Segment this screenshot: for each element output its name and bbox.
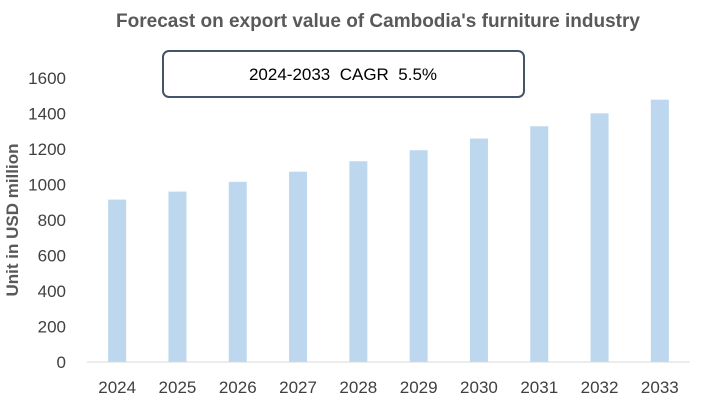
x-axis-ticks: 2024 2025 2026 2027 2028 2029 2030 2031 2032 2033 — [98, 378, 679, 397]
x-tick-label: 2024 — [98, 378, 136, 397]
x-tick-label: 2025 — [159, 378, 197, 397]
bar-2024 — [108, 199, 127, 362]
x-tick-label: 2026 — [219, 378, 257, 397]
bar-2028 — [349, 161, 368, 362]
bar-2029 — [409, 150, 428, 362]
y-axis-label: Unit in USD million — [3, 144, 22, 297]
y-tick-label: 400 — [38, 282, 66, 301]
bars — [108, 99, 669, 362]
x-tick-label: 2031 — [520, 378, 558, 397]
y-tick-label: 800 — [38, 211, 66, 230]
x-tick-label: 2033 — [641, 378, 679, 397]
x-tick-label: 2032 — [581, 378, 619, 397]
y-tick-label: 0 — [57, 353, 66, 372]
y-tick-label: 1600 — [28, 69, 66, 88]
x-tick-label: 2028 — [339, 378, 377, 397]
cagr-annotation-text: 2024-2033 CAGR 5.5% — [249, 65, 437, 84]
y-tick-label: 1400 — [28, 105, 66, 124]
x-tick-label: 2030 — [460, 378, 498, 397]
cagr-annotation: 2024-2033 CAGR 5.5% — [162, 50, 525, 98]
y-tick-label: 600 — [38, 247, 66, 266]
x-tick-label: 2029 — [400, 378, 438, 397]
chart-title: Forecast on export value of Cambodia's f… — [116, 11, 640, 32]
x-tick-label: 2027 — [279, 378, 317, 397]
y-axis-ticks: 0 200 400 600 800 1000 1200 1400 1600 — [28, 69, 66, 372]
bar-2031 — [530, 126, 549, 362]
cagr-annotation-box — [162, 50, 525, 98]
bar-2025 — [168, 191, 187, 362]
bar-2032 — [590, 113, 609, 362]
bar-2033 — [650, 99, 669, 362]
bar-2027 — [289, 171, 308, 362]
y-tick-label: 1200 — [28, 140, 66, 159]
bar-2030 — [469, 138, 488, 362]
y-tick-label: 1000 — [28, 176, 66, 195]
y-tick-label: 200 — [38, 318, 66, 337]
bar-2026 — [228, 181, 247, 362]
